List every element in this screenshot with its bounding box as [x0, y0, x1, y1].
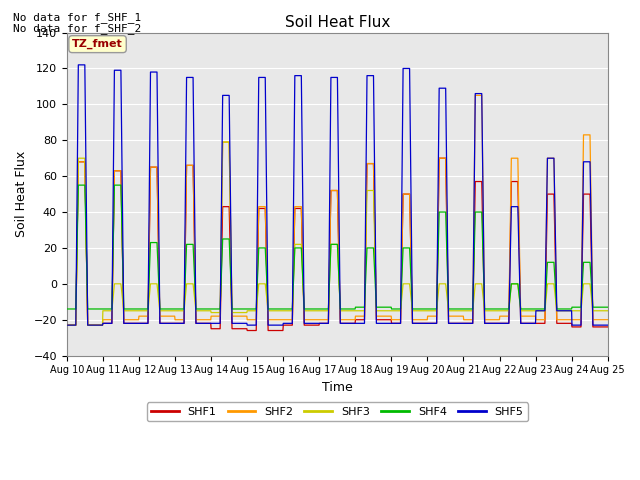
SHF5 [604, 322, 612, 328]
SHF3 [219, 139, 227, 145]
SHF5 [371, 197, 379, 203]
Line: SHF1: SHF1 [67, 158, 608, 331]
SHF2 [472, 93, 479, 98]
SHF5 [63, 322, 70, 328]
SHF4 [304, 306, 312, 312]
Text: No data for f_SHF_2: No data for f_SHF_2 [13, 23, 141, 34]
SHF2 [105, 317, 113, 323]
SHF1 [604, 324, 612, 330]
SHF1 [292, 205, 300, 211]
SHF4 [127, 306, 135, 312]
SHF2 [63, 322, 70, 328]
SHF3 [105, 308, 113, 313]
SHF5 [304, 321, 312, 326]
SHF5 [74, 62, 82, 68]
SHF4 [292, 245, 300, 251]
SHF2 [314, 317, 321, 323]
Line: SHF4: SHF4 [67, 185, 608, 309]
SHF3 [127, 308, 134, 313]
SHF1 [127, 321, 134, 326]
X-axis label: Time: Time [322, 381, 353, 394]
Legend: SHF1, SHF2, SHF3, SHF4, SHF5: SHF1, SHF2, SHF3, SHF4, SHF5 [147, 402, 528, 421]
SHF4 [371, 275, 379, 280]
SHF3 [604, 308, 612, 313]
SHF5 [314, 321, 321, 326]
SHF2 [292, 204, 300, 210]
Title: Soil Heat Flux: Soil Heat Flux [285, 15, 390, 30]
SHF1 [105, 321, 113, 326]
SHF3 [292, 241, 300, 247]
Text: No data for f_SHF_1: No data for f_SHF_1 [13, 12, 141, 23]
SHF1 [304, 322, 312, 328]
SHF3 [371, 248, 379, 253]
SHF1 [435, 156, 443, 161]
SHF5 [292, 73, 300, 79]
Y-axis label: Soil Heat Flux: Soil Heat Flux [15, 151, 28, 237]
SHF5 [105, 321, 113, 326]
Line: SHF5: SHF5 [67, 65, 608, 325]
SHF2 [303, 317, 311, 323]
SHF4 [105, 306, 113, 312]
SHF1 [243, 328, 251, 334]
SHF5 [127, 321, 135, 326]
SHF4 [604, 304, 612, 310]
SHF4 [314, 306, 321, 312]
SHF1 [314, 322, 321, 328]
SHF1 [63, 322, 70, 328]
SHF3 [314, 308, 321, 313]
SHF2 [127, 317, 134, 323]
SHF3 [304, 308, 312, 313]
SHF1 [371, 239, 379, 244]
Line: SHF3: SHF3 [67, 142, 608, 325]
Line: SHF2: SHF2 [67, 96, 608, 325]
SHF2 [604, 317, 612, 323]
SHF3 [63, 322, 70, 328]
SHF4 [63, 306, 70, 312]
SHF2 [371, 218, 378, 224]
SHF4 [74, 182, 82, 188]
Text: TZ_fmet: TZ_fmet [72, 39, 123, 49]
